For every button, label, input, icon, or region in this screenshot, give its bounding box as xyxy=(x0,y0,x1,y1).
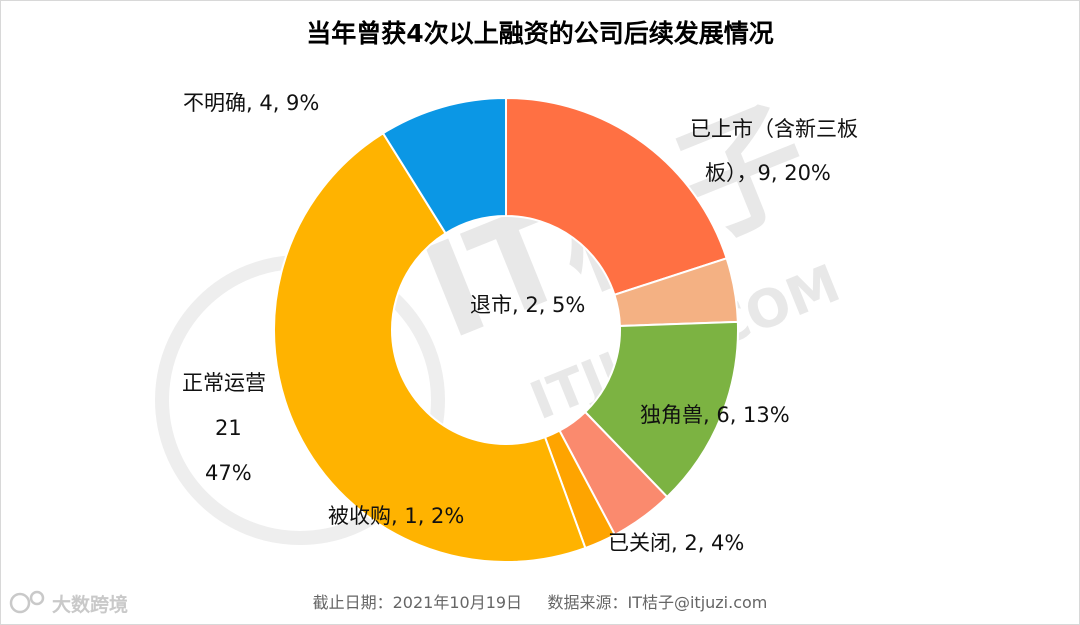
label-listed-line1: 已上市（含新三板 xyxy=(690,117,858,141)
label-listed-line2: 板），9, 20% xyxy=(705,161,831,185)
label-unicorn: 独角兽, 6, 13% xyxy=(640,403,790,427)
label-acquired: 被收购, 1, 2% xyxy=(328,504,464,528)
data-labels: 已上市（含新三板 板），9, 20% 退市, 2, 5% 独角兽, 6, 13%… xyxy=(182,91,858,555)
pie-slice-0 xyxy=(505,96,728,297)
label-unclear: 不明确, 4, 9% xyxy=(183,91,319,115)
corner-logo: 大数跨境 xyxy=(9,590,128,616)
label-normal-line1: 正常运营 xyxy=(182,371,266,395)
pie-slice-6 xyxy=(381,96,507,235)
label-closed: 已关闭, 2, 4% xyxy=(608,531,744,555)
chart-title: 当年曾获4次以上融资的公司后续发展情况 xyxy=(306,19,773,48)
label-normal-line2: 21 xyxy=(215,416,242,440)
pie-slice-5 xyxy=(273,131,587,563)
corner-logo-icon-dot xyxy=(29,590,45,606)
corner-logo-icon xyxy=(9,592,31,614)
corner-logo-text: 大数跨境 xyxy=(52,593,128,616)
label-normal-line3: 47% xyxy=(205,461,252,485)
footer-source: 截止日期：2021年10月19日 数据来源：IT桔子@itjuzi.com xyxy=(313,593,768,612)
pie-slices xyxy=(273,96,739,563)
label-delisted: 退市, 2, 5% xyxy=(470,293,585,317)
pie-slice-2 xyxy=(583,320,739,499)
